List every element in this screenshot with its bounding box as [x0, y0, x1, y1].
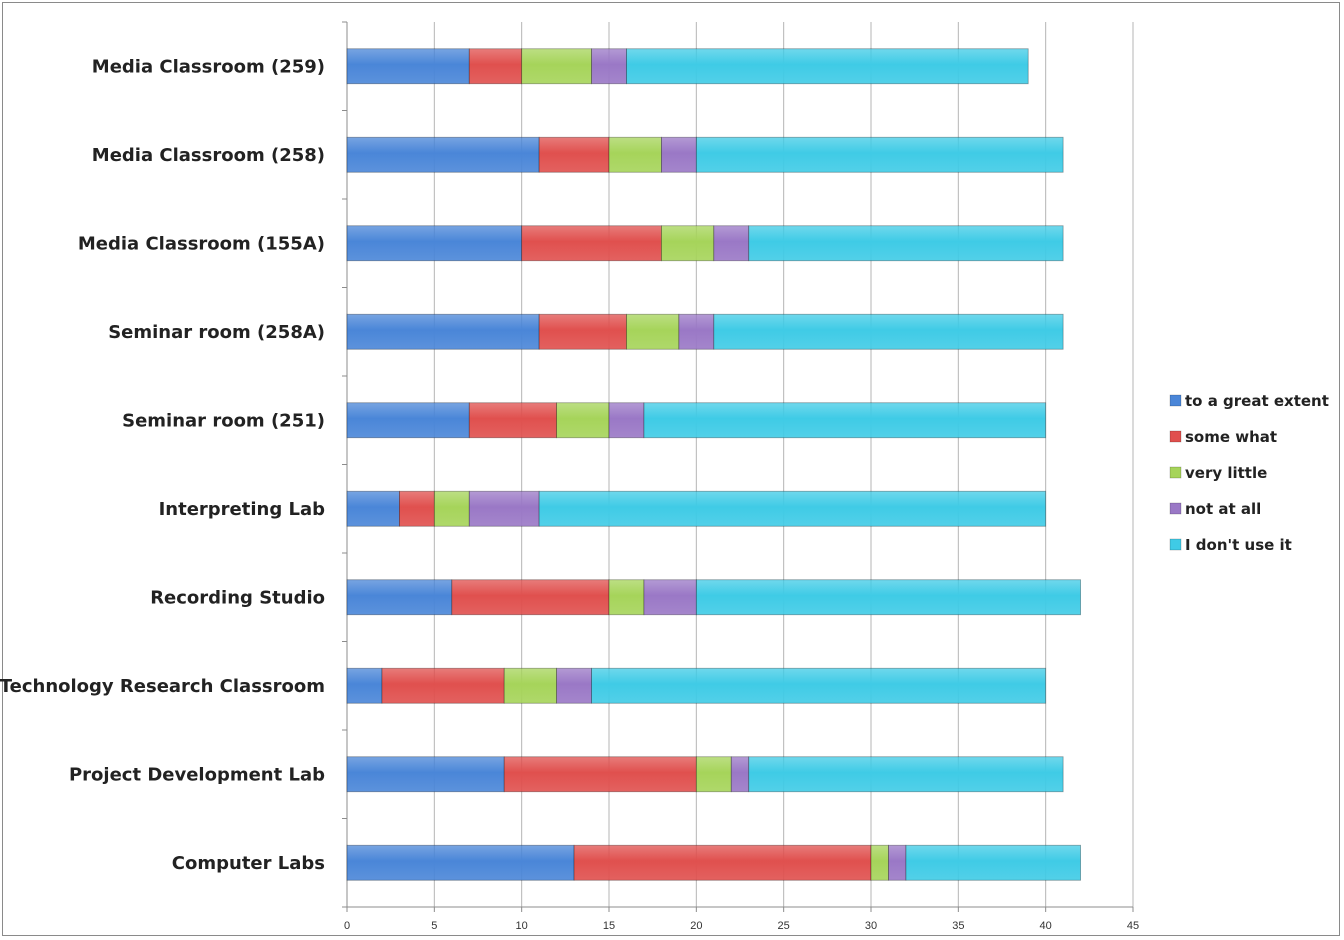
- bar-seminar-room-251-very-little: [556, 402, 610, 439]
- category-label-computer-labs: Computer Labs: [172, 853, 325, 874]
- legend-label-very-little: very little: [1185, 464, 1267, 482]
- bar-project-development-lab-i-don-t-use-it: [748, 756, 1064, 793]
- x-tick-label-45: 45: [1127, 920, 1139, 932]
- bar-seminar-room-251-to-a-great-extent: [346, 402, 470, 439]
- bar-media-classroom-155a-to-a-great-extent: [346, 225, 523, 262]
- bar-computer-labs-i-don-t-use-it: [905, 844, 1082, 881]
- category-label-technology-research-classroom: Technology Research Classroom: [0, 676, 325, 697]
- bar-technology-research-classroom-to-a-great-extent: [346, 667, 383, 704]
- bar-interpreting-lab-i-don-t-use-it: [538, 490, 1047, 527]
- bar-recording-studio-i-don-t-use-it: [695, 579, 1081, 616]
- legend-swatch-very-little: [1169, 466, 1182, 479]
- bar-seminar-room-251-i-don-t-use-it: [643, 402, 1047, 439]
- category-labels: Media Classroom (259) Media Classroom (25…: [0, 56, 325, 874]
- bar-seminar-room-258a-some-what: [538, 313, 627, 350]
- category-label-seminar-room-258a: Seminar room (258A): [108, 322, 325, 343]
- legend: to a great extent some what very little not…: [1169, 392, 1329, 554]
- bar-seminar-room-258a-not-at-all: [678, 313, 715, 350]
- x-tick-label-0: 0: [344, 920, 350, 932]
- category-label-interpreting-lab: Interpreting Lab: [159, 499, 326, 520]
- bar-media-classroom-259-some-what: [468, 48, 523, 85]
- bar-media-classroom-155a-some-what: [521, 225, 662, 262]
- legend-label-i-don-t-use-it: I don't use it: [1185, 536, 1292, 554]
- legend-swatch-i-don-t-use-it: [1169, 538, 1182, 551]
- x-tick-label-40: 40: [1040, 920, 1052, 932]
- bar-media-classroom-259-i-don-t-use-it: [626, 48, 1029, 85]
- bar-interpreting-lab-to-a-great-extent: [346, 490, 400, 527]
- x-tick-label-10: 10: [516, 920, 528, 932]
- bar-technology-research-classroom-some-what: [381, 667, 505, 704]
- legend-label-not-at-all: not at all: [1185, 500, 1261, 518]
- bar-media-classroom-258-very-little: [608, 136, 662, 173]
- bar-recording-studio-to-a-great-extent: [346, 579, 453, 616]
- bar-project-development-lab-not-at-all: [730, 756, 750, 793]
- x-tick-label-30: 30: [865, 920, 877, 932]
- bar-media-classroom-259-very-little: [521, 48, 592, 85]
- bar-seminar-room-251-not-at-all: [608, 402, 645, 439]
- legend-swatch-to-a-great-extent: [1169, 394, 1182, 407]
- bar-technology-research-classroom-i-don-t-use-it: [591, 667, 1047, 704]
- category-label-project-development-lab: Project Development Lab: [69, 764, 325, 785]
- bar-recording-studio-some-what: [451, 579, 610, 616]
- x-tick-label-20: 20: [690, 920, 702, 932]
- category-label-media-classroom-155a: Media Classroom (155A): [78, 233, 325, 254]
- category-label-media-classroom-258: Media Classroom (258): [92, 145, 325, 166]
- bar-media-classroom-155a-i-don-t-use-it: [748, 225, 1064, 262]
- bar-computer-labs-very-little: [870, 844, 889, 881]
- bar-interpreting-lab-some-what: [398, 490, 435, 527]
- bar-media-classroom-258-not-at-all: [661, 136, 697, 173]
- bar-project-development-lab-to-a-great-extent: [346, 756, 505, 793]
- category-label-recording-studio: Recording Studio: [150, 587, 325, 608]
- x-tick-labels: 0 5 10 15 20 25 30 35 40 45: [344, 920, 1139, 932]
- bar-interpreting-lab-not-at-all: [468, 490, 540, 527]
- bars: [346, 48, 1082, 881]
- bar-media-classroom-155a-very-little: [661, 225, 715, 262]
- x-tick-label-15: 15: [603, 920, 615, 932]
- bar-project-development-lab-very-little: [695, 756, 732, 793]
- bar-computer-labs-not-at-all: [888, 844, 907, 881]
- category-label-seminar-room-251: Seminar room (251): [122, 410, 325, 431]
- bar-recording-studio-very-little: [608, 579, 645, 616]
- bar-interpreting-lab-very-little: [433, 490, 470, 527]
- legend-label-some-what: some what: [1185, 428, 1277, 446]
- bar-seminar-room-258a-very-little: [626, 313, 680, 350]
- bar-seminar-room-251-some-what: [468, 402, 557, 439]
- category-label-media-classroom-259: Media Classroom (259): [92, 56, 325, 77]
- bar-media-classroom-258-i-don-t-use-it: [695, 136, 1064, 173]
- bar-media-classroom-155a-not-at-all: [713, 225, 750, 262]
- bar-technology-research-classroom-not-at-all: [556, 667, 592, 704]
- bar-media-classroom-258-some-what: [538, 136, 610, 173]
- x-tick-label-35: 35: [952, 920, 964, 932]
- bar-media-classroom-259-not-at-all: [591, 48, 627, 85]
- bar-media-classroom-258-to-a-great-extent: [346, 136, 540, 173]
- legend-label-to-a-great-extent: to a great extent: [1185, 392, 1329, 410]
- bar-computer-labs-to-a-great-extent: [346, 844, 575, 881]
- bar-technology-research-classroom-very-little: [503, 667, 558, 704]
- bar-seminar-room-258a-to-a-great-extent: [346, 313, 540, 350]
- legend-swatch-not-at-all: [1169, 502, 1182, 515]
- bar-seminar-room-258a-i-don-t-use-it: [713, 313, 1064, 350]
- bar-recording-studio-not-at-all: [643, 579, 697, 616]
- bar-computer-labs-some-what: [573, 844, 872, 881]
- bar-media-classroom-259-to-a-great-extent: [346, 48, 470, 85]
- legend-swatch-some-what: [1169, 430, 1182, 443]
- bar-project-development-lab-some-what: [503, 756, 697, 793]
- x-tick-label-5: 5: [431, 920, 437, 932]
- x-tick-label-25: 25: [778, 920, 790, 932]
